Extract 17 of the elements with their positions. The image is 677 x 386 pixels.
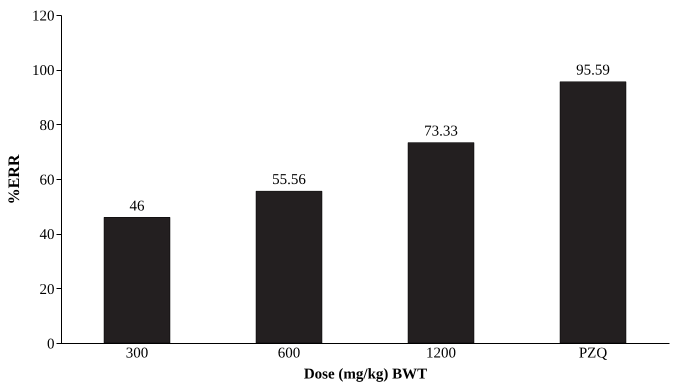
y-tick-label: 100 (32, 63, 54, 80)
x-tick-label: PZQ (578, 346, 608, 362)
y-tick-label: 120 (32, 8, 54, 24)
data-label: 55.56 (272, 172, 306, 188)
y-tick-label: 80 (40, 118, 54, 134)
x-axis-title: Dose (mg/kg) BWT (304, 366, 428, 382)
y-axis-title: %ERR (6, 154, 23, 204)
x-tick-label: 1200 (426, 346, 456, 362)
y-tick-label: 60 (40, 172, 54, 188)
data-label: 46 (130, 198, 145, 214)
data-label: 73.33 (424, 124, 458, 140)
data-label: 95.59 (576, 62, 610, 79)
x-tick-label: 300 (126, 346, 148, 362)
y-tick-label: 20 (40, 282, 54, 298)
x-tick-label: 600 (278, 346, 300, 362)
y-tick-label: 0 (47, 336, 54, 352)
y-tick-label: 40 (40, 227, 54, 244)
